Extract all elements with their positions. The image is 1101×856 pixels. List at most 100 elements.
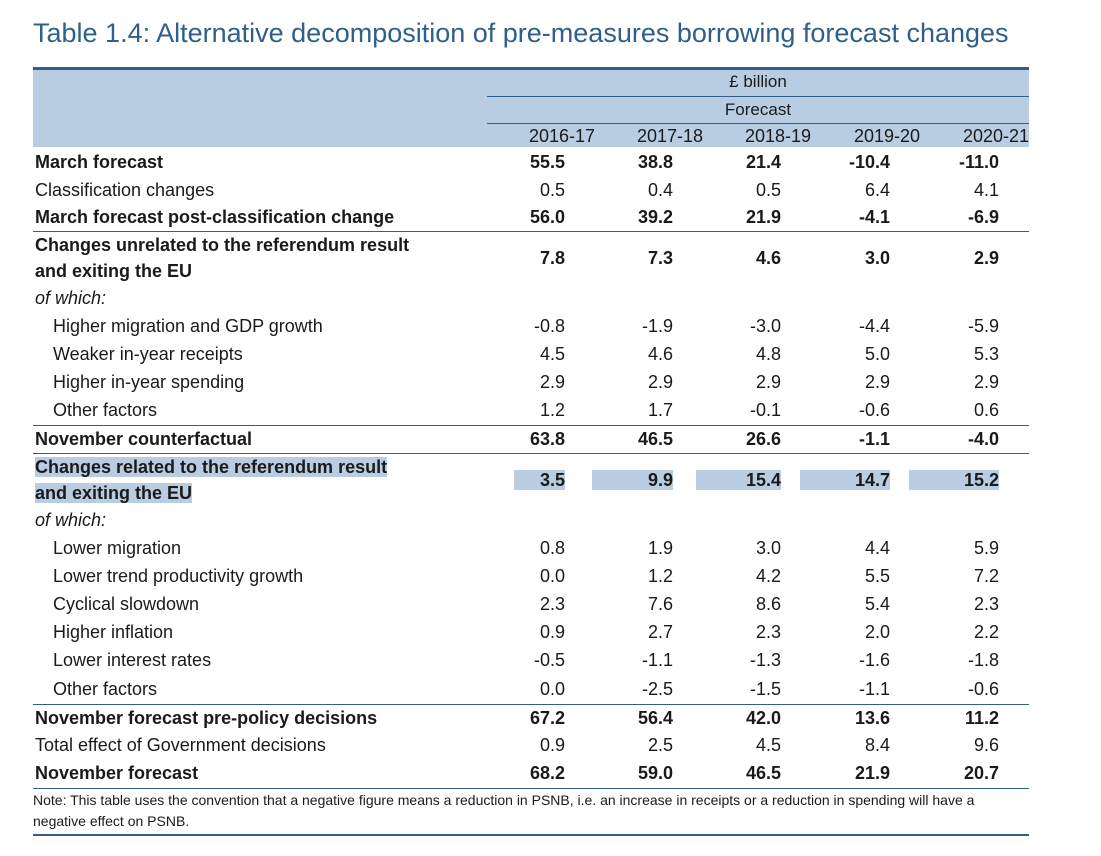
cell: 8.4 [864, 735, 890, 755]
cell: 2.7 [647, 622, 673, 642]
cell: 0.6 [973, 400, 999, 420]
cell: 1.2 [647, 566, 673, 586]
cell: 68.2 [529, 763, 565, 783]
of-which-label: of which: [35, 288, 107, 308]
cell: 21.4 [745, 152, 781, 172]
cell: -4.1 [858, 207, 890, 227]
cell: 26.6 [745, 429, 781, 449]
cell: 4.4 [864, 538, 890, 558]
row-label: November forecast pre-policy decisions [35, 708, 378, 728]
cell: -6.9 [967, 207, 999, 227]
table-row: November forecast pre-policy decisions 6… [33, 704, 1029, 733]
year-header: 2019-20 [853, 126, 920, 146]
table-row: Changes related to the referendum result… [33, 453, 1029, 508]
cell: 0.5 [539, 180, 565, 200]
table-row: Other factors 1.2 1.7 -0.1 -0.6 0.6 [33, 397, 1029, 425]
cell: -4.4 [858, 316, 890, 336]
row-label: Total effect of Government decisions [35, 735, 326, 755]
cell: -3.0 [749, 316, 781, 336]
year-header: 2017-18 [636, 126, 703, 146]
cell: 4.8 [755, 344, 781, 364]
row-label: Lower interest rates [53, 650, 212, 670]
cell: 2.2 [973, 622, 999, 642]
table-row: of which: [33, 285, 1029, 313]
cell: 2.9 [973, 248, 999, 268]
year-header: 2018-19 [744, 126, 811, 146]
table-row: Cyclical slowdown 2.3 7.6 8.6 5.4 2.3 [33, 591, 1029, 619]
cell: -1.1 [858, 679, 890, 699]
row-label: Changes unrelated to the referendum resu… [35, 235, 410, 281]
table-header: £ billion Forecast 2016-17 2017-18 2018-… [33, 67, 1029, 147]
cell: -4.0 [967, 429, 999, 449]
table-row: of which: [33, 507, 1029, 535]
table-row: Total effect of Government decisions 0.9… [33, 732, 1029, 760]
table-row: Changes unrelated to the referendum resu… [33, 231, 1029, 286]
row-label: March forecast [35, 152, 164, 172]
table-bottom-rule [33, 834, 1029, 836]
cell: 4.6 [755, 248, 781, 268]
cell: 39.2 [637, 207, 673, 227]
table-note: Note: This table uses the convention tha… [33, 792, 975, 829]
cell: 7.6 [647, 594, 673, 614]
cell: -0.5 [533, 650, 565, 670]
table-row: Other factors 0.0 -2.5 -1.5 -1.1 -0.6 [33, 676, 1029, 704]
table-row: March forecast 55.5 38.8 21.4 -10.4 -11.… [33, 149, 1029, 177]
cell: 2.0 [864, 622, 890, 642]
row-label: Classification changes [35, 180, 215, 200]
table-row: Lower migration 0.8 1.9 3.0 4.4 5.9 [33, 535, 1029, 563]
row-label: Other factors [53, 400, 158, 420]
cell: 46.5 [637, 429, 673, 449]
cell: 1.2 [539, 400, 565, 420]
table-row: November forecast 68.2 59.0 46.5 21.9 20… [33, 760, 1029, 789]
cell: 11.2 [964, 708, 999, 728]
cell: 2.3 [539, 594, 565, 614]
cell: 42.0 [745, 708, 781, 728]
cell: 63.8 [529, 429, 565, 449]
row-label: Weaker in-year receipts [53, 344, 243, 364]
cell: 4.2 [755, 566, 781, 586]
table-row: Higher inflation 0.9 2.7 2.3 2.0 2.2 [33, 619, 1029, 647]
cell: -10.4 [848, 152, 890, 172]
cell: 21.9 [854, 763, 890, 783]
cell: 0.0 [539, 679, 565, 699]
cell: -1.1 [641, 650, 673, 670]
cell: -11.0 [958, 152, 999, 172]
unit-label: £ billion [729, 72, 787, 91]
cell: 15.4 [671, 467, 781, 494]
cell: -5.9 [967, 316, 999, 336]
year-header: 2016-17 [528, 126, 595, 146]
row-label: November forecast [35, 763, 199, 783]
table-row: Lower trend productivity growth 0.0 1.2 … [33, 563, 1029, 591]
table-row: November counterfactual 63.8 46.5 26.6 -… [33, 425, 1029, 454]
cell: 2.9 [973, 372, 999, 392]
cell: -1.8 [967, 650, 999, 670]
row-label: Lower trend productivity growth [53, 566, 304, 586]
cell: -1.6 [858, 650, 890, 670]
cell: 7.2 [973, 566, 999, 586]
cell: 2.5 [647, 735, 673, 755]
cell: 46.5 [745, 763, 781, 783]
table-row: Higher migration and GDP growth -0.8 -1.… [33, 313, 1029, 341]
cell: 7.8 [539, 248, 565, 268]
header-divider [487, 123, 1029, 124]
cell: -1.3 [749, 650, 781, 670]
row-label: Higher in-year spending [53, 372, 245, 392]
cell: 5.9 [973, 538, 999, 558]
table-row: Weaker in-year receipts 4.5 4.6 4.8 5.0 … [33, 341, 1029, 369]
cell: 5.5 [864, 566, 890, 586]
table-row: Higher in-year spending 2.9 2.9 2.9 2.9 … [33, 369, 1029, 397]
cell: -0.6 [858, 400, 890, 420]
table-title: Table 1.4: Alternative decomposition of … [33, 18, 1009, 48]
cell: 4.1 [973, 180, 999, 200]
cell: 20.7 [963, 763, 999, 783]
cell: 38.8 [637, 152, 673, 172]
cell: 9.6 [973, 735, 999, 755]
cell: 0.8 [539, 538, 565, 558]
header-divider [487, 96, 1029, 97]
table-row: March forecast post-classification chang… [33, 204, 1029, 232]
row-label: Cyclical slowdown [53, 594, 200, 614]
cell: 56.4 [637, 708, 673, 728]
borrowing-decomposition-table: £ billion Forecast 2016-17 2017-18 2018-… [33, 67, 1029, 789]
row-label: Higher migration and GDP growth [53, 316, 323, 336]
cell: 2.9 [647, 372, 673, 392]
